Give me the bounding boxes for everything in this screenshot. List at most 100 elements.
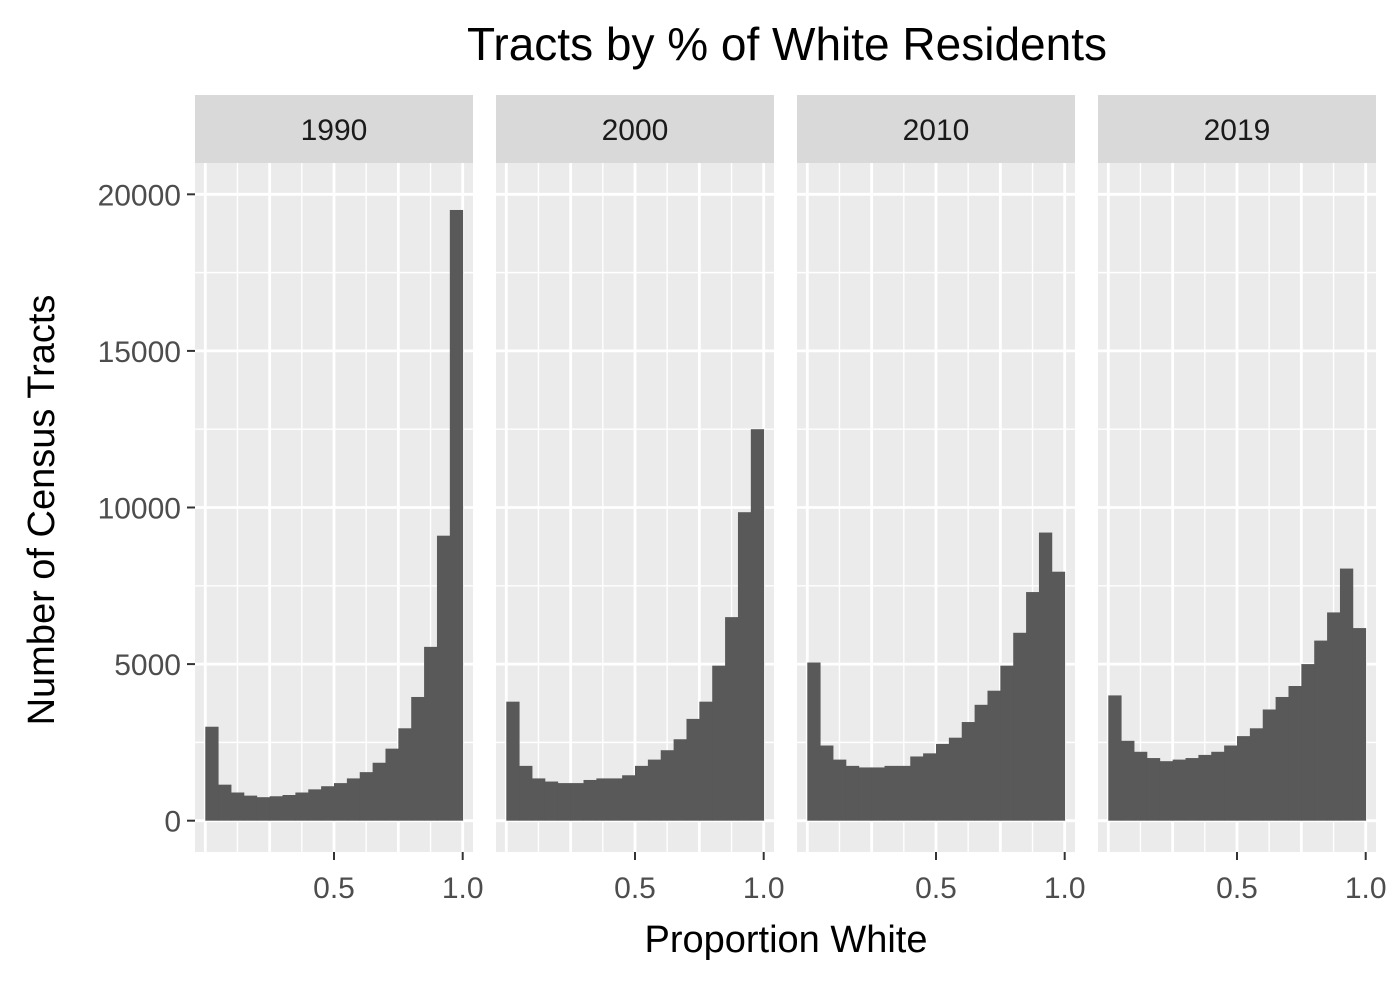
histogram-bar bbox=[205, 726, 219, 821]
histogram-bar bbox=[557, 783, 572, 821]
y-axis: 0 5000 10000 15000 20000 bbox=[98, 179, 195, 839]
histogram-bar bbox=[256, 797, 271, 821]
histogram-bar bbox=[424, 646, 438, 821]
histogram-bar bbox=[372, 762, 386, 821]
x-tick-label: 1.0 bbox=[1345, 872, 1387, 905]
histogram-bar bbox=[635, 765, 649, 821]
x-tick-label: 1.0 bbox=[442, 872, 484, 905]
histogram-bar bbox=[1327, 612, 1341, 821]
histogram-bar bbox=[1026, 592, 1040, 821]
histogram-bar bbox=[884, 765, 898, 821]
facet-panels: 1990 0.5 1.0 2000 0.5 1.0 2010 0.5 1.0 2019 0.5 1.0 bbox=[195, 95, 1387, 905]
histogram-bar bbox=[570, 783, 584, 821]
x-axis-title: Proportion White bbox=[644, 919, 927, 961]
x-tick-label: 0.5 bbox=[915, 872, 957, 905]
histogram-bar bbox=[622, 775, 636, 821]
histogram-bar bbox=[1339, 568, 1354, 821]
histogram-bar bbox=[686, 718, 700, 821]
histogram-bar bbox=[673, 739, 687, 821]
histogram-bar bbox=[1301, 664, 1315, 821]
histogram-bar bbox=[897, 765, 911, 821]
histogram-bar bbox=[923, 753, 937, 821]
histogram-bar bbox=[1224, 745, 1238, 821]
histogram-bar bbox=[858, 767, 873, 821]
facet-panel-2010: 2010 0.5 1.0 bbox=[797, 95, 1086, 905]
y-tick-label: 15000 bbox=[98, 336, 181, 369]
histogram-bar bbox=[1159, 761, 1174, 821]
histogram-bar bbox=[725, 617, 739, 821]
histogram-bar bbox=[712, 665, 726, 821]
histogram-bar bbox=[1288, 686, 1302, 821]
histogram-bar bbox=[506, 701, 520, 821]
histogram-bar bbox=[218, 784, 232, 821]
histogram-bar bbox=[609, 778, 623, 821]
histogram-bar bbox=[449, 209, 464, 821]
histogram-bar bbox=[820, 745, 834, 821]
histogram-bar bbox=[398, 728, 412, 821]
histogram-bar bbox=[1237, 736, 1251, 821]
histogram-bar bbox=[833, 759, 847, 821]
histogram-bar bbox=[243, 795, 258, 821]
histogram-bar bbox=[1146, 758, 1161, 821]
histogram-bar bbox=[1013, 632, 1027, 821]
x-tick-label: 1.0 bbox=[1044, 872, 1086, 905]
histogram-bar bbox=[807, 662, 821, 821]
histogram-bar bbox=[1352, 628, 1367, 821]
facet-strip bbox=[496, 95, 774, 163]
histogram-bar bbox=[1172, 759, 1186, 821]
histogram-bar bbox=[385, 748, 399, 821]
histogram-bar bbox=[346, 778, 361, 821]
histogram-bar bbox=[519, 765, 533, 821]
facet-strip bbox=[1098, 95, 1376, 163]
facet-strip bbox=[195, 95, 473, 163]
y-tick-label: 10000 bbox=[98, 493, 181, 526]
y-tick-label: 20000 bbox=[98, 179, 181, 212]
histogram-bar bbox=[295, 792, 309, 821]
facet-strip bbox=[797, 95, 1075, 163]
histogram-bar bbox=[699, 701, 713, 821]
histogram-bar bbox=[1314, 640, 1328, 821]
histogram-bar bbox=[436, 535, 451, 821]
histogram-bar bbox=[1000, 665, 1014, 821]
histogram-bar bbox=[961, 722, 976, 821]
histogram-bar bbox=[1198, 754, 1212, 821]
histogram-bar bbox=[987, 690, 1001, 821]
histogram-bar bbox=[750, 429, 765, 821]
histogram-bar bbox=[1108, 695, 1122, 821]
histogram-bar bbox=[282, 795, 296, 821]
histogram-bar bbox=[544, 781, 559, 821]
histogram-bar bbox=[359, 772, 374, 821]
facet-panel-2000: 2000 0.5 1.0 bbox=[496, 95, 785, 905]
histogram-bar bbox=[845, 765, 860, 821]
histogram-bar bbox=[737, 512, 752, 821]
histogram-bar bbox=[596, 778, 610, 821]
histogram-bar bbox=[1211, 751, 1225, 821]
histogram-bar bbox=[936, 743, 950, 821]
x-tick-label: 0.5 bbox=[614, 872, 656, 905]
histogram-bar bbox=[1121, 740, 1135, 821]
y-axis-title: Number of Census Tracts bbox=[21, 295, 63, 726]
histogram-bar bbox=[269, 796, 283, 821]
histogram-bar bbox=[231, 792, 245, 821]
histogram-bar bbox=[1051, 571, 1066, 821]
histogram-bar bbox=[948, 737, 963, 821]
histogram-bar bbox=[1275, 696, 1289, 821]
x-tick-label: 0.5 bbox=[313, 872, 355, 905]
facet-panel-1990: 1990 0.5 1.0 bbox=[195, 95, 484, 905]
x-tick-label: 0.5 bbox=[1216, 872, 1258, 905]
chart-title: Tracts by % of White Residents bbox=[467, 18, 1107, 70]
histogram-bar bbox=[308, 789, 322, 821]
histogram-bar bbox=[1185, 758, 1199, 821]
histogram-bar bbox=[411, 696, 425, 821]
histogram-bar bbox=[660, 750, 675, 821]
histogram-bar bbox=[1134, 751, 1148, 821]
histogram-bar bbox=[1262, 709, 1277, 821]
histogram-bar bbox=[647, 759, 662, 821]
histogram-bar bbox=[583, 779, 597, 821]
facet-panel-2019: 2019 0.5 1.0 bbox=[1098, 95, 1387, 905]
histogram-bar bbox=[910, 756, 924, 821]
histogram-bar bbox=[1249, 728, 1264, 821]
histogram-bar bbox=[1038, 532, 1053, 821]
histogram-bar bbox=[321, 786, 335, 821]
x-tick-label: 1.0 bbox=[743, 872, 785, 905]
